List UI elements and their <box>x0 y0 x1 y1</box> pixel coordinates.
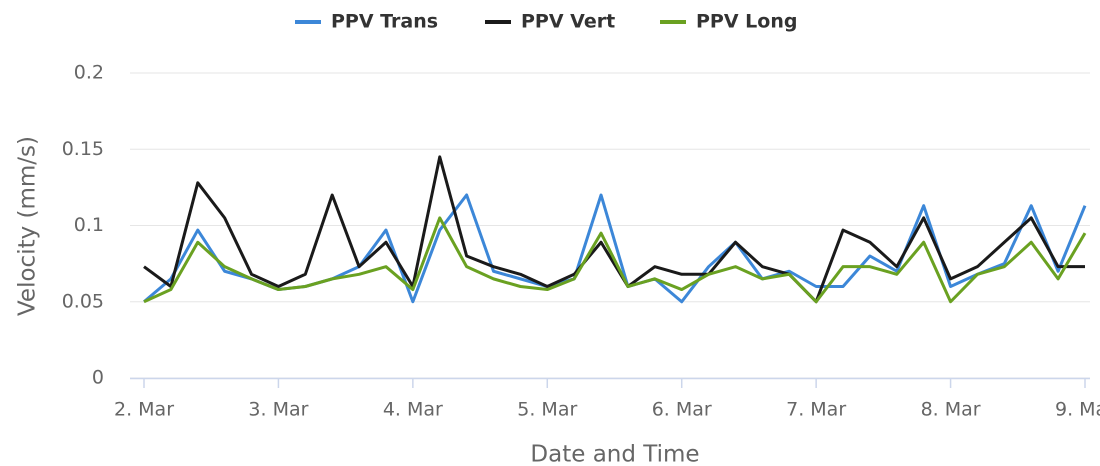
x-tick-label: 4. Mar <box>383 399 443 421</box>
legend-label: PPV Trans <box>331 11 438 33</box>
series-line <box>143 155 1085 304</box>
x-axis-title: Date and Time <box>530 442 699 466</box>
y-tick-label: 0.1 <box>74 214 104 236</box>
legend-label: PPV Vert <box>521 11 615 33</box>
x-tick-label: 3. Mar <box>248 399 308 421</box>
y-tick-label: 0 <box>92 367 104 389</box>
y-axis-title: Velocity (mm/s) <box>15 136 41 316</box>
x-tick-label: 6. Mar <box>652 399 712 421</box>
x-tick-label: 9. Mar <box>1055 399 1100 421</box>
x-tick-label: 7. Mar <box>786 399 846 421</box>
x-tick-label: 8. Mar <box>921 399 981 421</box>
x-tick-label: 2. Mar <box>114 399 174 421</box>
y-tick-label: 0.05 <box>62 290 104 312</box>
y-tick-label: 0.15 <box>62 138 104 160</box>
series-line <box>143 216 1087 304</box>
y-tick-label: 0.2 <box>74 62 104 84</box>
legend-label: PPV Long <box>696 11 797 33</box>
x-tick-label: 5. Mar <box>517 399 577 421</box>
